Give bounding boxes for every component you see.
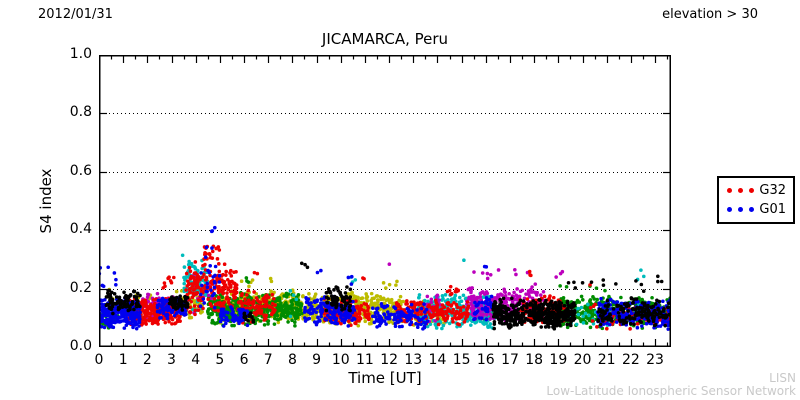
watermark: LISN Low-Latitude Ionospheric Sensor Net… (546, 372, 796, 398)
legend-marker-dot-icon (738, 206, 743, 212)
date-label: 2012/01/31 (38, 7, 113, 22)
legend-entry-label: G01 (759, 201, 786, 217)
x-tick-label: 13 (404, 352, 423, 368)
chart-title: JICAMARCA, Peru (321, 30, 449, 48)
legend-entry-label: G32 (759, 183, 786, 199)
plot-area (99, 55, 671, 347)
x-tick-label: 4 (191, 352, 201, 368)
x-tick-label: 0 (94, 352, 104, 368)
x-tick-label: 21 (597, 352, 616, 368)
x-tick-label: 20 (573, 352, 592, 368)
x-tick-label: 17 (501, 352, 519, 368)
legend-marker-dot-icon (727, 206, 732, 212)
elevation-filter-label: elevation > 30 (662, 7, 758, 22)
legend-marker-dots (727, 188, 754, 194)
legend-entry: G32 (727, 183, 786, 198)
watermark-line2: Low-Latitude Ionospheric Sensor Network (546, 384, 796, 399)
x-tick-label: 5 (215, 352, 225, 368)
x-tick-label: 10 (331, 352, 350, 368)
legend-marker-dot-icon (749, 206, 754, 212)
y-tick-label: 0.4 (69, 221, 92, 238)
x-tick-label: 9 (312, 352, 322, 368)
x-tick-label: 3 (167, 352, 176, 368)
x-tick-label: 23 (646, 352, 664, 368)
watermark-line1: LISN (769, 371, 796, 386)
x-tick-label: 18 (525, 352, 544, 368)
x-tick-label: 8 (287, 352, 297, 368)
y-tick-label: 0.2 (69, 279, 92, 296)
x-tick-label: 14 (428, 352, 447, 368)
scatter-canvas (99, 55, 671, 347)
legend-marker-dot-icon (738, 188, 743, 194)
x-tick-label: 2 (142, 352, 152, 368)
x-axis-title: Time [UT] (348, 369, 422, 387)
legend-marker-dot-icon (727, 188, 732, 194)
legend-marker-dots (727, 206, 754, 212)
x-tick-label: 16 (476, 352, 495, 368)
x-tick-label: 12 (380, 352, 399, 368)
y-tick-label: 0.0 (69, 338, 92, 354)
y-tick-label: 1.0 (69, 46, 92, 62)
x-tick-label: 7 (263, 352, 273, 368)
x-tick-label: 19 (549, 352, 568, 368)
x-tick-label: 22 (621, 352, 640, 368)
y-tick-label: 0.6 (69, 162, 92, 179)
legend-entry: G01 (727, 202, 786, 217)
y-axis-title: S4 index (37, 168, 55, 234)
x-tick-label: 6 (239, 352, 249, 368)
legend-marker-dot-icon (749, 188, 754, 194)
x-tick-label: 1 (118, 352, 128, 368)
y-tick-label: 0.8 (69, 104, 92, 121)
x-tick-label: 11 (356, 352, 374, 368)
x-tick-label: 15 (452, 352, 471, 368)
legend: G32 G01 (717, 176, 795, 224)
